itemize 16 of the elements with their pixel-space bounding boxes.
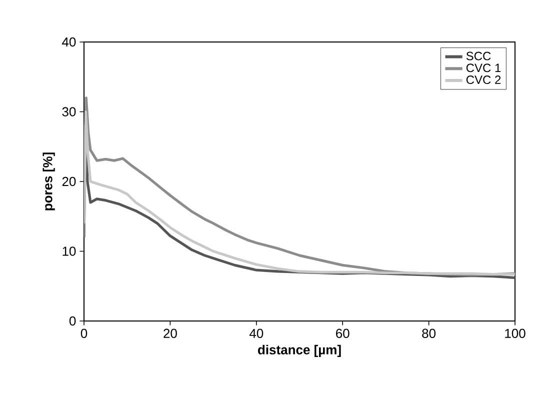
y-tick-label: 20 — [62, 176, 76, 186]
x-axis-title: distance [µm] — [258, 344, 341, 357]
x-tick-label: 80 — [422, 328, 436, 338]
x-tick-label: 0 — [80, 328, 88, 338]
legend-label: CVC 2 — [466, 76, 501, 84]
y-axis-title: pores [%] — [42, 152, 55, 210]
x-tick-label: 60 — [336, 328, 350, 338]
x-tick-label: 100 — [505, 328, 526, 338]
x-tick-label: 20 — [164, 328, 177, 338]
legend-label: CVC 1 — [466, 64, 501, 72]
y-tick-label: 40 — [62, 37, 76, 47]
y-tick-label: 10 — [62, 246, 76, 256]
legend-label: SCC — [466, 52, 491, 60]
x-tick-label: 40 — [249, 328, 264, 338]
y-tick-label: 30 — [62, 107, 76, 116]
y-tick-label: 0 — [69, 316, 76, 326]
